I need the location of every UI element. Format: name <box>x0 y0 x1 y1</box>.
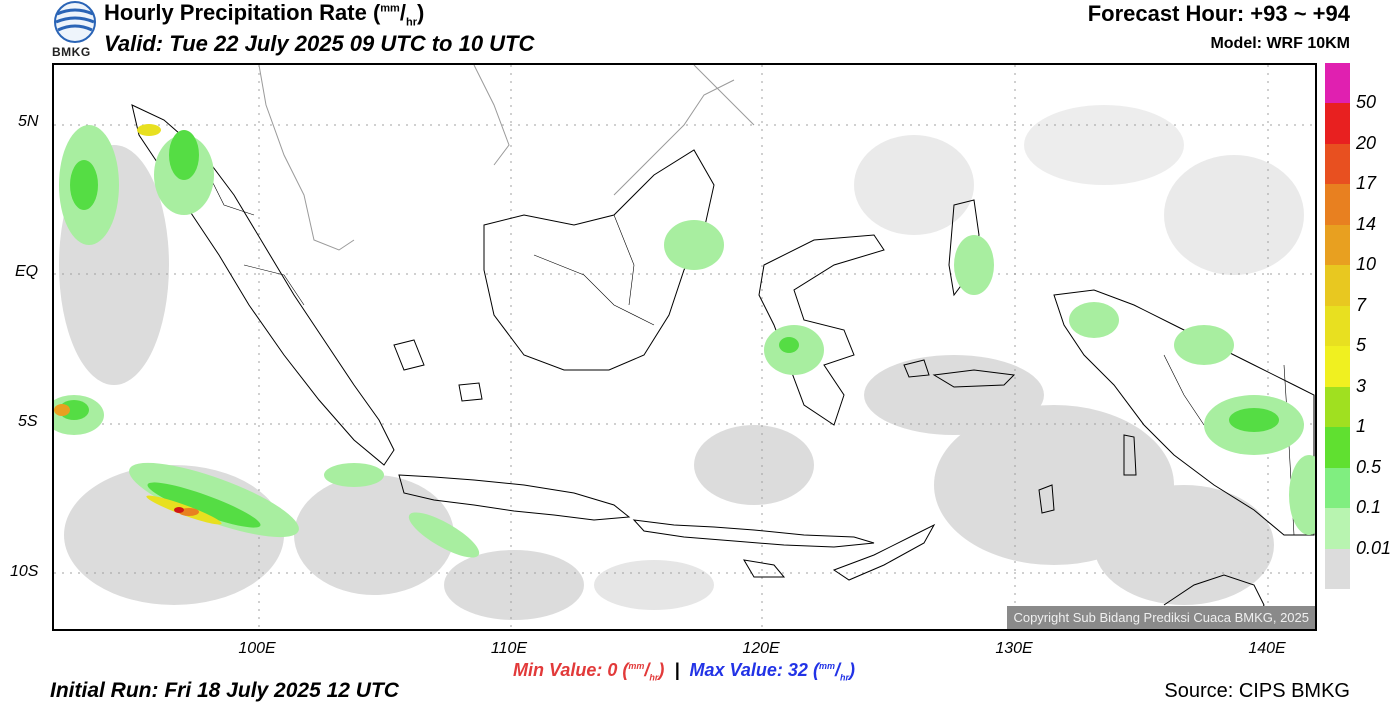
color-scale-label: 1 <box>1356 416 1367 437</box>
island-aru <box>1123 434 1137 476</box>
island-sumatra <box>131 104 395 466</box>
island-sumba <box>743 559 786 578</box>
lon-label-130e: 130E <box>995 640 1033 657</box>
lon-label-110e: 110E <box>490 640 528 657</box>
color-scale-label: 14 <box>1356 213 1377 234</box>
page-title: Hourly Precipitation Rate (mm/hr) <box>104 0 424 28</box>
map-canvas <box>54 65 1315 629</box>
lon-label-140e: 140E <box>1248 640 1286 657</box>
color-scale-swatch <box>1325 184 1350 226</box>
min-unit-den: hr <box>649 672 659 683</box>
color-scale-swatch <box>1325 467 1350 509</box>
bmkg-logo: BMKG <box>50 0 100 62</box>
color-scale-swatch <box>1325 224 1350 266</box>
color-scale-swatch <box>1325 427 1350 469</box>
color-scale-label: 5 <box>1356 335 1367 356</box>
map-copyright: Copyright Sub Bidang Prediksi Cuaca BMKG… <box>1007 606 1315 629</box>
color-scale-swatch <box>1325 548 1350 590</box>
color-scale-swatch <box>1325 143 1350 185</box>
min-value: 0 <box>607 660 618 680</box>
bmkg-logo-emblem <box>54 1 96 43</box>
max-value-label: Max Value: <box>689 660 783 680</box>
island-nusa-tenggara <box>632 519 875 548</box>
lat-label-10s: 10S <box>10 563 39 580</box>
color-scale-label: 17 <box>1356 173 1377 194</box>
color-scale-swatch <box>1325 63 1350 104</box>
color-scale-label: 7 <box>1356 294 1367 315</box>
island-java <box>398 474 631 521</box>
min-unit-num: mm <box>628 661 645 671</box>
title-close: ) <box>416 0 425 25</box>
color-scale-swatch <box>1325 265 1350 307</box>
lon-label-120e: 120E <box>742 640 780 657</box>
very-heavy-rain-layer <box>54 124 222 525</box>
island-seram <box>932 369 1016 388</box>
color-scale-swatch <box>1325 103 1350 145</box>
initial-run: Initial Run: Fri 18 July 2025 12 UTC <box>50 679 399 702</box>
heavy-rain-layer <box>59 130 1279 528</box>
min-value-label: Min Value: <box>513 660 603 680</box>
mainland-outline <box>258 65 755 251</box>
title-unit-sep: / <box>399 0 406 25</box>
lon-label-100e: 100E <box>238 640 276 657</box>
title-main: Hourly Precipitation Rate ( <box>104 0 381 25</box>
color-scale <box>1325 63 1350 590</box>
color-scale-swatch <box>1325 305 1350 347</box>
color-scale-label: 0.1 <box>1356 497 1382 518</box>
lat-label-5n: 5N <box>18 113 39 130</box>
title-unit-den: hr <box>405 16 417 29</box>
color-scale-swatch <box>1325 508 1350 550</box>
color-scale-label: 0.01 <box>1356 537 1392 558</box>
island-bangka <box>393 339 425 371</box>
light-rain-layer <box>59 105 1304 620</box>
title-unit-num: mm <box>380 2 400 15</box>
max-unit-num: mm <box>818 661 835 671</box>
lat-label-5s: 5S <box>18 413 38 430</box>
color-scale-label: 20 <box>1356 132 1377 153</box>
color-scale-swatch <box>1325 386 1350 428</box>
color-scale-label: 3 <box>1356 375 1367 396</box>
color-scale-label: 50 <box>1356 92 1377 113</box>
island-belitung <box>458 382 483 402</box>
source-credit: Source: CIPS BMKG <box>1164 680 1350 702</box>
max-unit-den: hr <box>839 672 849 683</box>
island-timor <box>832 523 936 581</box>
color-scale-label: 0.5 <box>1356 456 1382 477</box>
lat-label-eq: EQ <box>15 263 39 280</box>
color-scale-swatch <box>1325 346 1350 388</box>
precipitation-map: Copyright Sub Bidang Prediksi Cuaca BMKG… <box>52 63 1317 631</box>
forecast-hour: Forecast Hour: +93 ~ +94 <box>1087 1 1350 26</box>
min-max-values: Min Value: 0 (mm/hr) | Max Value: 32 (mm… <box>513 660 855 683</box>
island-borneo <box>483 149 715 371</box>
island-tanimbar <box>1038 484 1055 514</box>
color-scale-label: 10 <box>1356 254 1377 275</box>
logo-text: BMKG <box>52 45 91 59</box>
max-value: 32 <box>787 660 808 680</box>
island-papua <box>1053 289 1315 536</box>
valid-time: Valid: Tue 22 July 2025 09 UTC to 10 UTC <box>104 31 535 56</box>
island-buru <box>903 359 930 378</box>
model-label: Model: WRF 10KM <box>1210 35 1350 52</box>
